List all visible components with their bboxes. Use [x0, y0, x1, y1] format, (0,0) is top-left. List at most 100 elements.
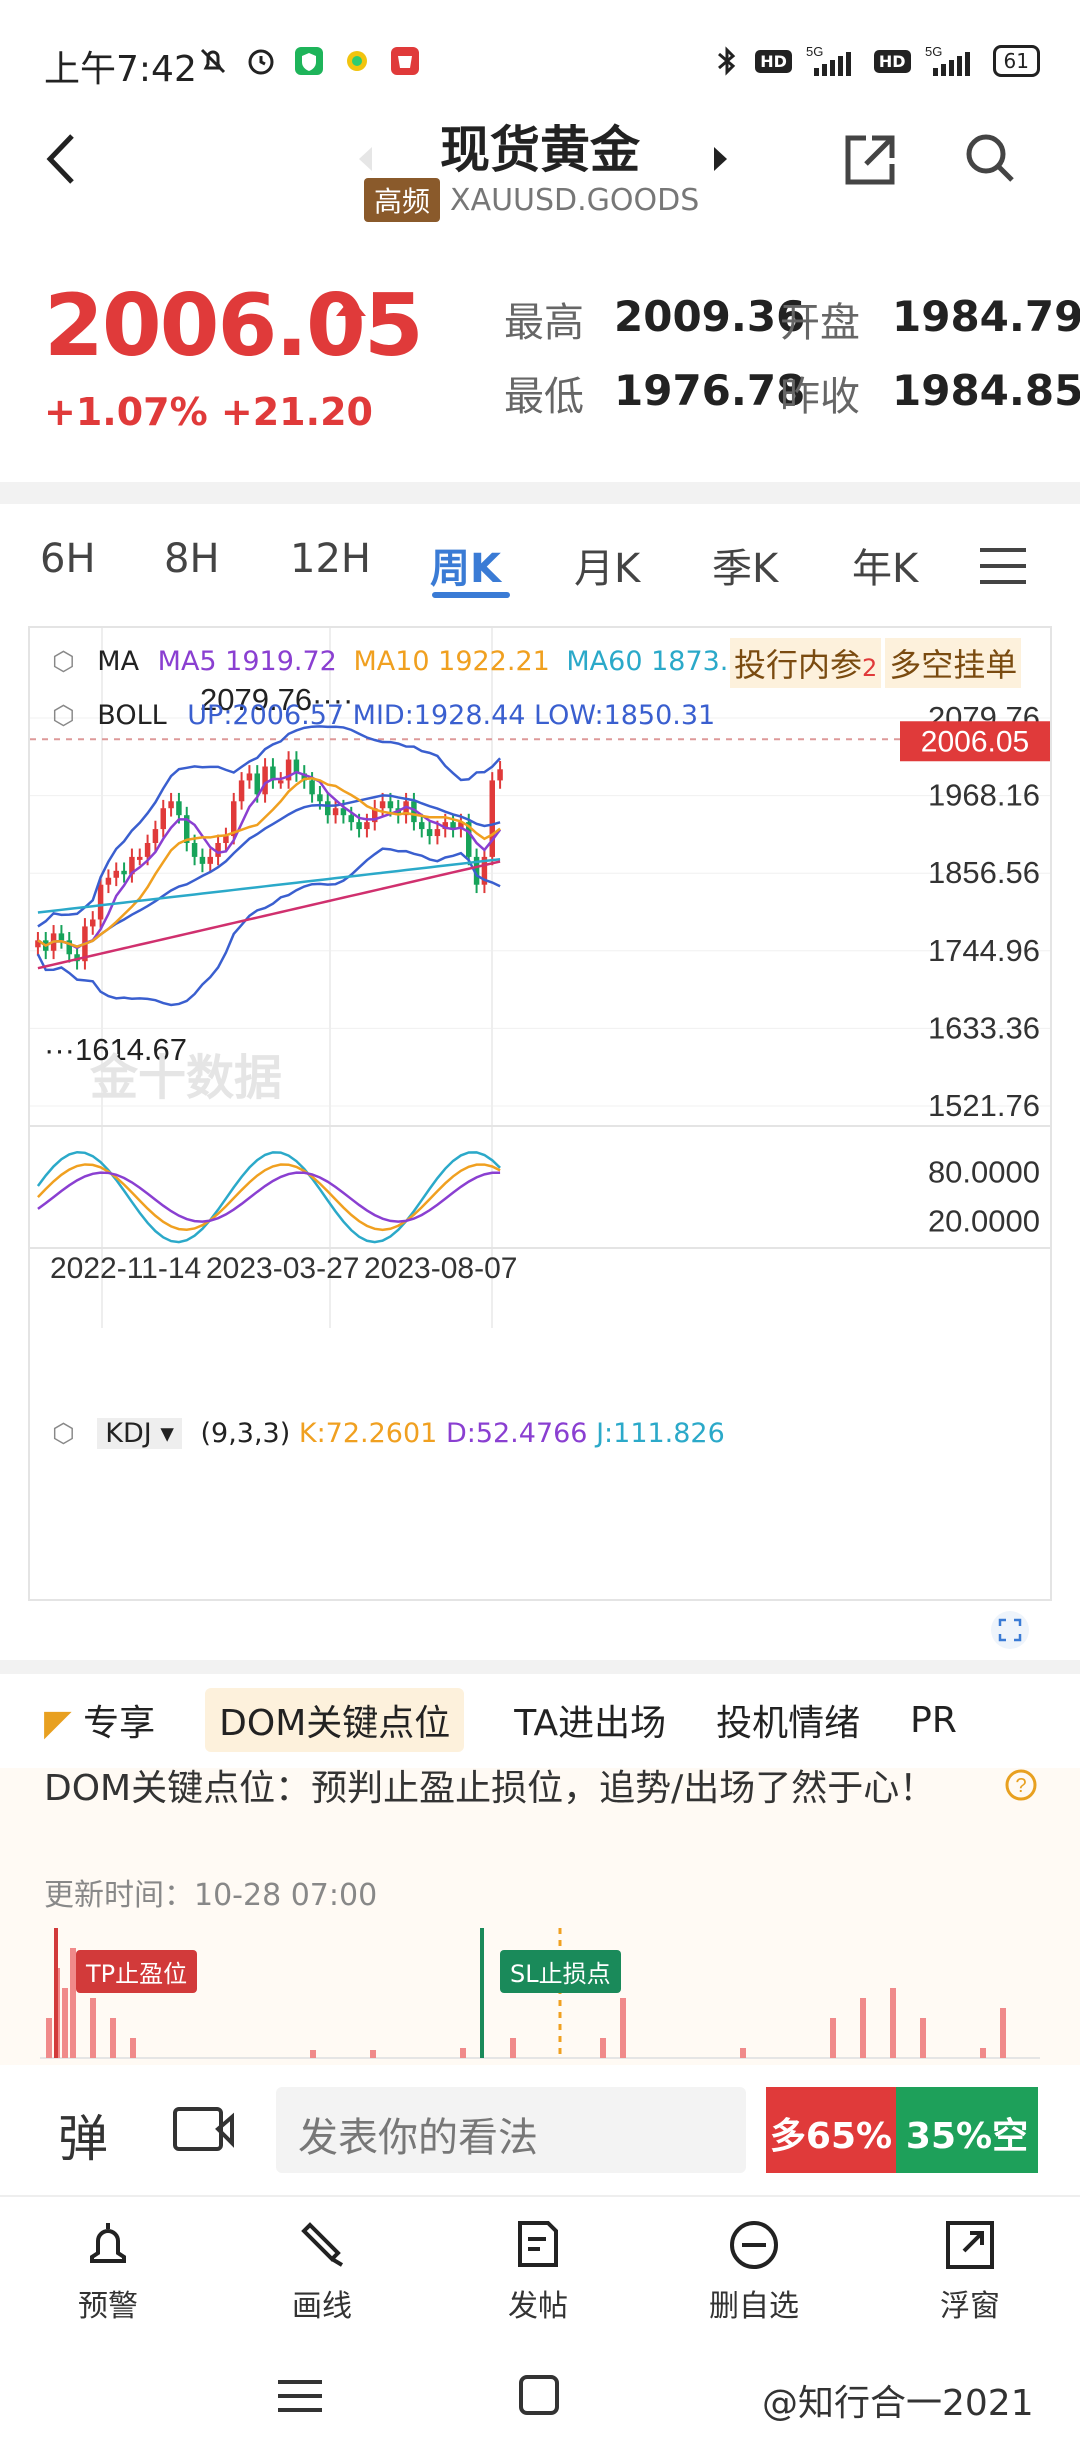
- tab-monthly[interactable]: 月K: [574, 546, 641, 592]
- dom-bar: [46, 2018, 52, 2058]
- candle-body: [301, 773, 307, 781]
- kdj-k-line: [37, 1163, 501, 1232]
- tab-weekly[interactable]: 周K: [430, 546, 501, 592]
- candle-body: [35, 940, 41, 948]
- prev-close-value: 1984.85: [892, 366, 1080, 415]
- boll-toggle-icon[interactable]: ⬡: [52, 701, 75, 731]
- bull-percent[interactable]: 多65%: [766, 2087, 896, 2173]
- nav-float-window[interactable]: 浮窗: [910, 2217, 1030, 2325]
- alarm-bell-icon: [90, 2223, 126, 2263]
- candle-body: [238, 780, 245, 802]
- dom-bar: [740, 2048, 746, 2058]
- next-instrument-icon[interactable]: [710, 144, 730, 174]
- candle-body: [426, 829, 433, 837]
- share-icon[interactable]: [842, 132, 898, 188]
- candle-body: [434, 829, 441, 837]
- tp-label: TP止盈位: [76, 1950, 198, 1993]
- period-tabs: 6H 8H 12H 周K 月K 季K 年K: [0, 536, 1080, 598]
- candle-body: [231, 801, 237, 837]
- status-right: HD 5G HD 5G 61: [713, 44, 1040, 78]
- ma-toggle-icon[interactable]: ⬡: [52, 647, 75, 677]
- candle-body: [497, 769, 503, 781]
- open-label: 开盘: [780, 300, 860, 346]
- help-icon[interactable]: ?: [1004, 1768, 1038, 1802]
- dom-bar: [1000, 2008, 1006, 2058]
- active-tab-underline: [432, 592, 510, 598]
- tab-8h[interactable]: 8H: [164, 536, 220, 582]
- comment-bar: 弹 发表你的看法 多65% 35%空: [0, 2065, 1080, 2195]
- tab-6h[interactable]: 6H: [40, 536, 96, 582]
- chip-exclusive[interactable]: ◤ 专享: [44, 1703, 156, 1744]
- dom-bar: [510, 2038, 516, 2058]
- chart-container[interactable]: 2079.76 1968.16 1856.56 1744.96 1633.36 1521.…: [28, 626, 1052, 1601]
- candle-body: [442, 822, 448, 830]
- tab-quarterly[interactable]: 季K: [712, 546, 779, 592]
- price-change: +1.07% +21.20: [44, 390, 373, 434]
- tab-yearly[interactable]: 年K: [852, 546, 919, 592]
- dom-bar: [620, 1998, 626, 2058]
- back-arrow-icon[interactable]: [44, 132, 78, 186]
- boll-lower-line: [36, 847, 501, 1007]
- system-home-icon[interactable]: [518, 2374, 560, 2416]
- prev-instrument-icon[interactable]: [356, 144, 376, 174]
- ma60-line: [37, 857, 501, 914]
- kdj-selector[interactable]: KDJ ▾: [97, 1418, 182, 1449]
- sl-label: SL止损点: [500, 1950, 621, 1993]
- instrument-subtitle: 高频 XAUUSD.GOODS: [364, 178, 699, 222]
- candle-body: [113, 870, 119, 878]
- kdj-toggle-icon[interactable]: ⬡: [52, 1419, 75, 1449]
- fullscreen-icon[interactable]: [990, 1610, 1030, 1650]
- ticket-icon[interactable]: [172, 2103, 238, 2157]
- candle-body: [379, 801, 386, 809]
- bear-percent[interactable]: 35%空: [896, 2087, 1038, 2173]
- section-divider: [0, 482, 1080, 504]
- current-price: 2006.05: [44, 276, 424, 376]
- candle-body: [285, 759, 292, 781]
- nav-remove-watchlist[interactable]: 删自选: [694, 2217, 814, 2325]
- ma-label: MA: [97, 646, 140, 677]
- ma-long-line: [37, 860, 501, 970]
- svg-text:5G: 5G: [925, 44, 942, 59]
- tp-marker: [54, 1928, 58, 2058]
- kdj-d-line: [37, 1171, 501, 1223]
- menu-icon[interactable]: [980, 546, 1026, 586]
- dom-bar: [90, 1998, 96, 2058]
- candle-body: [278, 780, 284, 784]
- candle-body: [223, 836, 229, 843]
- nav-post[interactable]: 发帖: [478, 2217, 598, 2325]
- hd-badge: HD: [755, 49, 792, 73]
- tag-pending-orders[interactable]: 多空挂单: [885, 638, 1022, 688]
- danmaku-toggle[interactable]: 弹: [58, 2110, 108, 2168]
- candle-body: [184, 815, 190, 843]
- dom-bar: [310, 2050, 316, 2058]
- dom-bar: [70, 1948, 76, 2058]
- sentiment-bar[interactable]: 多65% 35%空: [766, 2087, 1038, 2173]
- kline-chart[interactable]: 2079.761968.161856.561744.961633.361521.…: [30, 628, 1050, 1398]
- ma10-line: [37, 777, 501, 949]
- tab-12h[interactable]: 12H: [290, 536, 371, 582]
- analysis-chips: ◤ 专享 DOM关键点位 TA进出场 投机情绪 PR: [0, 1680, 1080, 1760]
- system-menu-icon[interactable]: [278, 2376, 322, 2416]
- high-marker: 2079.76····: [200, 682, 353, 717]
- chip-pr[interactable]: PR: [910, 1699, 957, 1741]
- ma5-value: MA5 1919.72: [157, 646, 337, 677]
- high-label: 最高: [504, 300, 584, 346]
- x-tick-label: 2022-11-14: [50, 1252, 201, 1285]
- dom-panel: DOM关键点位：预判止盈止损位，追势/出场了然于心！ ? 更新时间：10-28 …: [0, 1768, 1080, 2068]
- tag-investment-bank[interactable]: 投行内参2: [730, 638, 882, 688]
- candle-body: [458, 822, 464, 830]
- comment-input[interactable]: 发表你的看法: [276, 2087, 746, 2173]
- bluetooth-icon: [718, 46, 736, 76]
- chip-sentiment[interactable]: 投机情绪: [716, 1703, 861, 1744]
- chip-dom-levels[interactable]: DOM关键点位: [205, 1688, 465, 1752]
- nav-alert[interactable]: 预警: [48, 2217, 168, 2325]
- candle-body: [340, 808, 347, 816]
- search-icon[interactable]: [962, 130, 1018, 186]
- post-icon: [518, 2221, 558, 2267]
- hd-badge-2: HD: [873, 49, 911, 73]
- chip-ta[interactable]: TA进出场: [514, 1703, 667, 1744]
- kdj-legend: ⬡ KDJ ▾ (9,3,3) K:72.2601 D:52.4766 J:11…: [52, 1418, 725, 1449]
- nav-draw[interactable]: 画线: [262, 2217, 382, 2325]
- dom-bar: [600, 2038, 606, 2058]
- kdj-k-value: K:72.2601: [298, 1418, 438, 1449]
